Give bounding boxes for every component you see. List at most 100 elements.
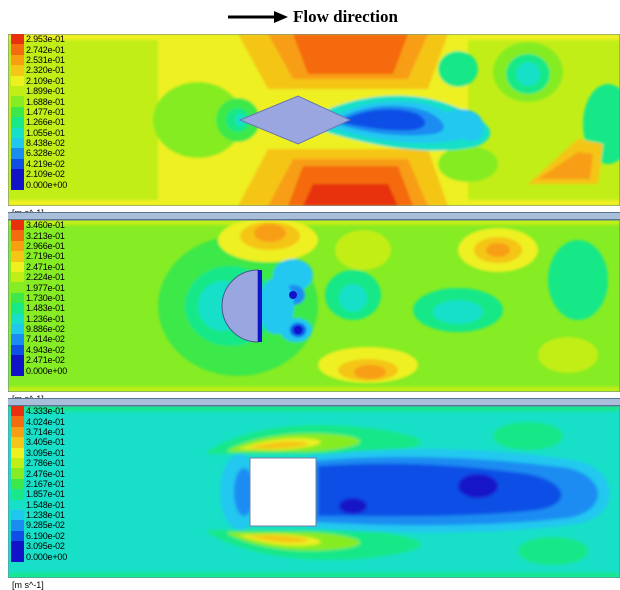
legend-swatch [11, 426, 24, 438]
legend-swatch [11, 44, 24, 55]
legend-row: 2.320e-01 [11, 65, 67, 76]
semicircle-color-legend: 3.460e-01 3.213e-01 2.966e-01 2.719e-01 2.47… [11, 220, 67, 376]
legend-value: 1.477e-01 [26, 106, 65, 117]
legend-value: 2.953e-01 [26, 34, 65, 45]
legend-value: 2.476e-01 [26, 468, 65, 479]
semicircle-obstacle [221, 269, 259, 343]
legend-value: 1.730e-01 [26, 292, 65, 303]
legend-swatch [11, 34, 24, 45]
legend-value: 6.190e-02 [26, 530, 65, 541]
legend-row: 2.966e-01 [11, 240, 67, 252]
legend-row: 1.055e-01 [11, 127, 67, 138]
legend-swatch [11, 292, 24, 304]
legend-row: 0.000e+00 [11, 365, 67, 376]
legend-row: 1.236e-01 [11, 313, 67, 324]
legend-swatch [11, 230, 24, 241]
legend-swatch [11, 54, 24, 66]
legend-swatch [11, 96, 24, 107]
legend-value: 0.000e+00 [26, 179, 67, 190]
legend-swatch [11, 457, 24, 469]
legend-value: 2.719e-01 [26, 251, 65, 262]
legend-swatch [11, 313, 24, 324]
legend-value: 3.213e-01 [26, 230, 65, 241]
legend-value: 9.886e-02 [26, 324, 65, 335]
legend-value: 4.943e-02 [26, 344, 65, 355]
legend-value: 2.167e-01 [26, 478, 65, 489]
legend-value: 2.966e-01 [26, 240, 65, 251]
legend-value: 1.899e-01 [26, 86, 65, 97]
legend-value: 2.109e-01 [26, 75, 65, 86]
diamond-contour-plot [8, 34, 620, 206]
square-obstacle [249, 457, 317, 527]
legend-swatch [11, 282, 24, 293]
legend-value: 2.320e-01 [26, 65, 65, 76]
legend-swatch [11, 489, 24, 500]
square-color-legend: 4.333e-01 4.024e-01 3.714e-01 3.405e-01 3.09… [11, 406, 67, 562]
square-unit-label: [m s^-1] [12, 580, 44, 590]
legend-value: 2.742e-01 [26, 44, 65, 55]
legend-value: 3.095e-01 [26, 447, 65, 458]
legend-row: 6.328e-02 [11, 148, 67, 159]
legend-value: 1.857e-01 [26, 489, 65, 500]
legend-row: 1.857e-01 [11, 489, 67, 500]
legend-row: 1.483e-01 [11, 303, 67, 314]
legend-value: 1.266e-01 [26, 117, 65, 128]
legend-row: 9.285e-02 [11, 520, 67, 531]
legend-value: 1.055e-01 [26, 127, 65, 138]
legend-row: 1.977e-01 [11, 282, 67, 293]
legend-value: 1.236e-01 [26, 313, 65, 324]
legend-swatch [11, 541, 24, 552]
square-contour-plot [8, 406, 620, 578]
legend-row: 8.438e-02 [11, 137, 67, 149]
legend-row: 1.238e-01 [11, 509, 67, 521]
diamond-obstacle [238, 95, 352, 145]
legend-swatch [11, 344, 24, 356]
legend-swatch [11, 468, 24, 479]
legend-row: 2.167e-01 [11, 478, 67, 490]
legend-row: 2.476e-01 [11, 468, 67, 479]
legend-row: 2.742e-01 [11, 44, 67, 55]
legend-swatch [11, 169, 24, 180]
legend-value: 1.483e-01 [26, 303, 65, 314]
legend-swatch [11, 437, 24, 448]
legend-swatch [11, 365, 24, 376]
legend-swatch [11, 551, 24, 562]
legend-swatch [11, 530, 24, 542]
legend-swatch [11, 106, 24, 118]
legend-row: 3.095e-01 [11, 447, 67, 458]
semicircle-velocity-contour-panel: 3.460e-01 3.213e-01 2.966e-01 2.719e-01 2.47… [8, 220, 620, 404]
legend-value: 9.285e-02 [26, 520, 65, 531]
legend-row: 2.471e-01 [11, 261, 67, 272]
legend-swatch [11, 323, 24, 335]
legend-swatch [11, 355, 24, 366]
legend-row: 2.109e-02 [11, 169, 67, 180]
panel-separator [8, 212, 620, 220]
legend-value: 2.224e-01 [26, 272, 65, 283]
semicircle-contour-plot [8, 220, 620, 392]
legend-value: 4.333e-01 [26, 406, 65, 417]
legend-row: 6.190e-02 [11, 530, 67, 542]
legend-value: 2.531e-01 [26, 54, 65, 65]
legend-row: 2.531e-01 [11, 54, 67, 66]
diamond-color-legend: 2.953e-01 2.742e-01 2.531e-01 2.320e-01 2.10… [11, 34, 67, 190]
legend-value: 1.238e-01 [26, 510, 65, 521]
legend-swatch [11, 137, 24, 149]
flow-arrow-icon [228, 11, 288, 23]
legend-row: 3.095e-02 [11, 541, 67, 552]
legend-row: 3.213e-01 [11, 230, 67, 241]
legend-row: 1.477e-01 [11, 106, 67, 118]
legend-row: 4.024e-01 [11, 416, 67, 427]
legend-swatch [11, 158, 24, 170]
legend-row: 1.266e-01 [11, 117, 67, 128]
diamond-velocity-contour-panel: 2.953e-01 2.742e-01 2.531e-01 2.320e-01 2.10… [8, 34, 620, 218]
legend-swatch [11, 509, 24, 521]
legend-row: 2.471e-02 [11, 355, 67, 366]
legend-row: 3.405e-01 [11, 437, 67, 448]
legend-row: 1.688e-01 [11, 96, 67, 107]
legend-row: 3.460e-01 [11, 220, 67, 231]
legend-row: 2.786e-01 [11, 457, 67, 469]
legend-value: 2.471e-01 [26, 261, 65, 272]
legend-swatch [11, 478, 24, 490]
legend-row: 0.000e+00 [11, 551, 67, 562]
legend-swatch [11, 251, 24, 262]
